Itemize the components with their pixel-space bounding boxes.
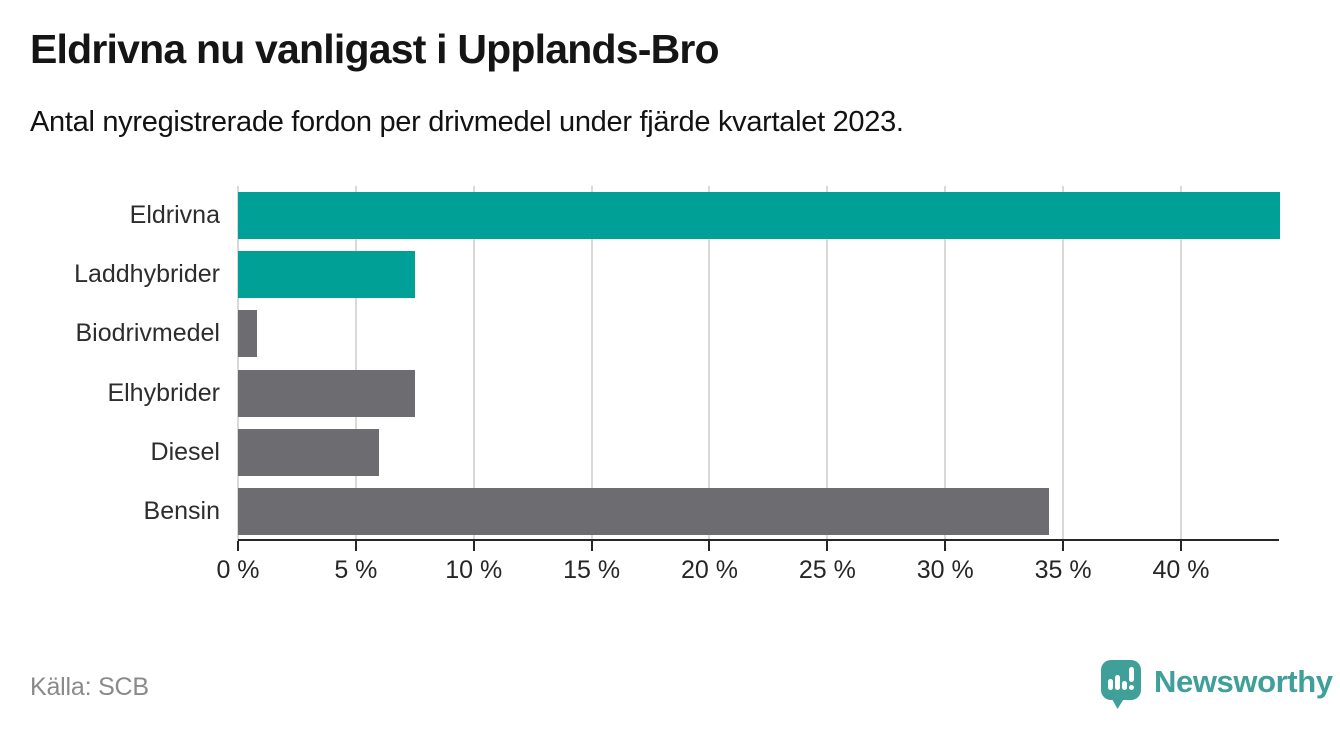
newsworthy-speech-bubble-barchart-icon [1101, 660, 1141, 709]
category-label-diesel: Diesel [150, 437, 220, 466]
newsworthy-wordmark: Newsworthy [1154, 664, 1333, 699]
x-tick-label-35: 35 % [1034, 556, 1092, 584]
gridline-35 [1062, 186, 1065, 541]
category-label-biodrivmedel: Biodrivmedel [75, 319, 220, 348]
gridline-30 [944, 186, 947, 541]
x-tick-label-25: 25 % [798, 556, 856, 584]
x-tick-10 [472, 541, 475, 551]
x-tick-label-20: 20 % [680, 556, 738, 584]
category-label-eldrivna: Eldrivna [129, 201, 220, 229]
category-label-elhybrider: Elhybrider [107, 378, 220, 407]
x-tick-30 [944, 541, 947, 551]
x-tick-15 [590, 541, 593, 551]
category-label-laddhybrider: Laddhybrider [74, 260, 220, 289]
x-tick-label-5: 5 % [334, 556, 378, 584]
x-tick-label-10: 10 % [445, 556, 503, 584]
gridline-40 [1179, 186, 1182, 541]
source-note: Källa: SCB [30, 673, 149, 701]
x-tick-5 [354, 541, 357, 551]
bar-bensin [238, 487, 1049, 535]
bar-eldrivna [238, 192, 1280, 240]
x-tick-label-40: 40 % [1152, 556, 1210, 584]
gridline-15 [590, 186, 593, 541]
chart-subtitle: Antal nyregistrerade fordon per drivmede… [30, 106, 904, 138]
bar-biodrivmedel [238, 310, 257, 358]
x-tick-label-30: 30 % [916, 556, 974, 584]
gridline-20 [708, 186, 711, 541]
gridline-0 [237, 186, 239, 541]
bar-chart-plot-area [237, 186, 1280, 541]
gridline-10 [472, 186, 475, 541]
newsworthy-logo: Newsworthy [1100, 659, 1333, 711]
bar-diesel [238, 428, 380, 476]
x-tick-0 [237, 541, 239, 551]
x-tick-35 [1062, 541, 1065, 551]
category-label-bensin: Bensin [143, 496, 220, 525]
category-labels: Eldrivna Laddhybrider Biodrivmedel Elhybrid… [0, 186, 220, 541]
bar-laddhybrider [238, 251, 415, 299]
x-axis-line [238, 539, 1279, 541]
chart-title: Eldrivna nu vanligast i Upplands-Bro [30, 26, 720, 72]
x-tick-label-15: 15 % [563, 556, 621, 584]
x-tick-20 [708, 541, 711, 551]
x-tick-label-0: 0 % [216, 556, 260, 584]
x-tick-25 [826, 541, 829, 551]
gridline-25 [826, 186, 829, 541]
bar-elhybrider [238, 369, 415, 417]
gridline-5 [354, 186, 357, 541]
x-tick-40 [1179, 541, 1182, 551]
